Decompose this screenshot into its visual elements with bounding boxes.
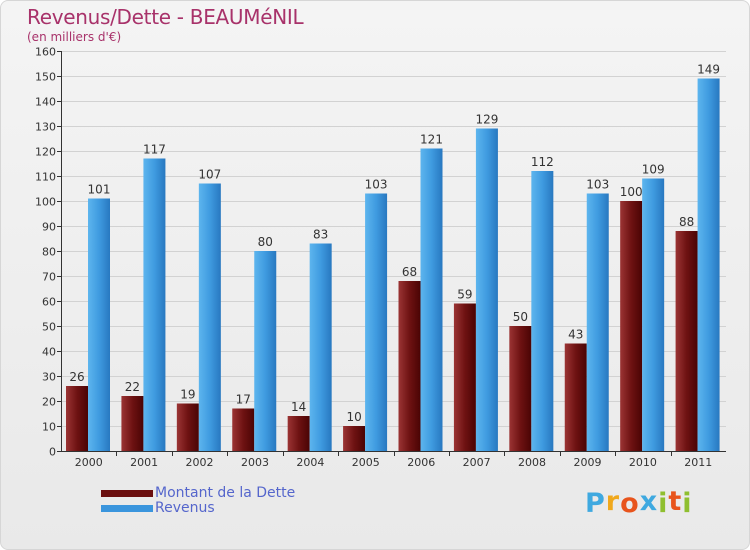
bar-debt: [176, 403, 199, 451]
data-label: 80: [258, 235, 273, 249]
y-tick-label: 140: [35, 96, 56, 109]
data-label: 109: [642, 163, 665, 177]
y-tick-label: 10: [42, 421, 56, 434]
y-tick-label: 30: [42, 371, 56, 384]
data-label: 112: [531, 155, 554, 169]
bar-debt: [232, 408, 255, 451]
data-label: 117: [143, 143, 166, 157]
y-tick-label: 40: [42, 346, 56, 359]
logo-letter: o: [620, 488, 640, 519]
chart-subtitle: (en milliers d'€): [27, 30, 122, 44]
bar-debt: [121, 396, 144, 451]
legend-label-debt: Montant de la Dette: [155, 485, 296, 501]
data-label: 17: [236, 393, 251, 407]
x-tick-label: 2004: [296, 456, 324, 469]
y-tick-label: 90: [42, 221, 56, 234]
y-tick-label: 150: [35, 71, 56, 84]
y-tick-label: 60: [42, 296, 56, 309]
bar-debt: [66, 386, 88, 451]
y-tick-label: 130: [35, 121, 56, 134]
y-tick-label: 160: [35, 46, 56, 59]
data-label: 103: [365, 178, 388, 192]
logo-letter: x: [639, 486, 659, 517]
data-label: 68: [402, 265, 417, 279]
bar-revenus: [198, 183, 221, 451]
y-tick-label: 80: [42, 246, 56, 259]
data-label: 19: [180, 388, 195, 402]
bar-debt: [675, 231, 698, 451]
x-tick-label: 2001: [130, 456, 158, 469]
bar-revenus: [143, 158, 166, 451]
y-tick-label: 100: [35, 196, 56, 209]
x-tick-label: 2009: [573, 456, 601, 469]
y-tick-label: 70: [42, 271, 56, 284]
x-tick-label: 2007: [463, 456, 491, 469]
data-label: 59: [457, 288, 472, 302]
y-tick-label: 20: [42, 396, 56, 409]
bar-revenus: [586, 193, 609, 451]
legend-swatch-revenus: [101, 505, 153, 512]
bar-debt: [620, 201, 643, 451]
logo-letter: t: [668, 486, 683, 517]
bar-debt: [453, 303, 476, 451]
bar-debt: [343, 426, 366, 451]
x-tick-label: 2011: [684, 456, 712, 469]
data-label: 107: [198, 168, 221, 182]
bar-revenus: [88, 198, 110, 451]
bar-debt: [509, 326, 532, 451]
data-label: 100: [620, 185, 643, 199]
logo-letter: r: [605, 486, 621, 517]
data-label: 22: [125, 380, 140, 394]
y-tick-label: 0: [49, 446, 56, 459]
data-labels: 26 101 22 117 19 107 17 80 14 83 10 103 68 121 59 129 50…: [69, 63, 720, 425]
bar-debt: [287, 416, 310, 451]
y-axis-ticks: 0 10 20 30 40 50 60 70 80 90 100 110 120 130 140 150 160: [35, 46, 61, 459]
data-label: 88: [679, 215, 694, 229]
bar-revenus: [475, 128, 498, 451]
x-tick-label: 2008: [518, 456, 546, 469]
x-tick-label: 2002: [186, 456, 214, 469]
bar-revenus: [642, 178, 665, 451]
logo-letter: i: [682, 488, 693, 519]
data-label: 103: [586, 178, 609, 192]
logo-letter: P: [585, 488, 606, 519]
data-label: 83: [313, 228, 328, 242]
bar-revenus: [697, 78, 720, 451]
y-tick-label: 120: [35, 146, 56, 159]
bar-revenus: [420, 148, 443, 451]
x-tick-label: 2003: [241, 456, 269, 469]
bars: [66, 78, 720, 451]
data-label: 121: [420, 133, 443, 147]
x-tick-label: 2005: [352, 456, 380, 469]
x-tick-label: 2010: [629, 456, 657, 469]
bar-debt: [564, 343, 587, 451]
data-label: 43: [568, 328, 583, 342]
data-label: 26: [69, 370, 84, 384]
bar-revenus: [365, 193, 388, 451]
data-label: 129: [475, 113, 498, 127]
data-label: 50: [513, 310, 528, 324]
x-axis-ticks: 2000 2001 2002 2003 2004 2005 2006 2007 2008 2009…: [75, 451, 712, 469]
x-tick-label: 2000: [75, 456, 103, 469]
data-label: 101: [88, 183, 111, 197]
chart-title: Revenus/Dette - BEAUMéNIL: [27, 5, 304, 29]
bar-revenus: [254, 251, 277, 451]
bar-revenus: [309, 243, 332, 451]
data-label: 149: [697, 63, 720, 77]
logo-letter: i: [658, 488, 669, 519]
y-tick-label: 50: [42, 321, 56, 334]
bar-revenus: [531, 171, 554, 451]
legend-swatch-debt: [101, 490, 153, 497]
bar-debt: [398, 281, 421, 451]
x-tick-label: 2006: [407, 456, 435, 469]
data-label: 10: [346, 410, 361, 424]
proxiti-logo: Proxiti: [585, 486, 693, 519]
data-label: 14: [291, 400, 306, 414]
gridlines: [61, 51, 726, 427]
y-tick-label: 110: [35, 171, 56, 184]
legend-label-revenus: Revenus: [155, 500, 215, 516]
